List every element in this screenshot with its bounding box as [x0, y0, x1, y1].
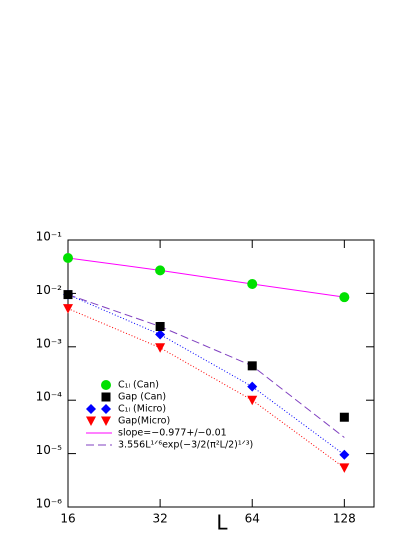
legend-marker: [101, 416, 111, 426]
x-tick-label: 128: [333, 512, 356, 526]
y-tick-label: 10⁻³: [36, 336, 63, 350]
data-point: [63, 290, 73, 300]
data-point: [247, 395, 258, 406]
data-point: [247, 381, 258, 392]
series-line: [67, 294, 345, 438]
x-axis-label: L: [216, 511, 228, 535]
data-point: [339, 412, 349, 422]
legend-label: C₁ₗ (Can): [118, 380, 159, 391]
y-tick-label: 10⁻⁶: [36, 497, 63, 511]
x-tick-label: 32: [152, 512, 167, 526]
legend-marker: [101, 392, 111, 402]
data-point: [339, 463, 350, 473]
series-line: [67, 308, 345, 469]
data-point: [247, 361, 257, 371]
legend-label: 3.556L¹ᐟ⁶exp(−3/2(π²L/2)¹ᐟ³): [118, 440, 253, 451]
y-tick-label: 10⁻⁵: [36, 443, 63, 457]
legend-marker: [86, 416, 96, 426]
y-tick-label: 10⁻²: [36, 283, 63, 297]
plot-frame: [67, 239, 375, 508]
data-point: [339, 449, 350, 460]
legend-label: slope=−0.977+/−0.01: [118, 428, 227, 439]
data-point: [155, 343, 166, 353]
legend-marker: [86, 404, 96, 414]
data-point: [247, 278, 258, 289]
legend-label: Gap(Micro): [118, 416, 170, 427]
data-point: [155, 265, 166, 276]
y-tick-label: 10⁻⁴: [36, 390, 63, 404]
series-line: [67, 257, 345, 298]
data-point: [63, 253, 73, 264]
legend-marker: [101, 380, 111, 390]
data-point: [339, 292, 350, 303]
legend-label: Gap (Can): [118, 392, 166, 403]
data-point: [155, 321, 165, 331]
x-tick-label: 16: [60, 512, 75, 526]
legend-label: C₁ₗ (Micro): [118, 404, 166, 415]
legend-marker: [101, 404, 111, 414]
x-tick-label: 64: [245, 512, 260, 526]
data-point: [155, 329, 166, 340]
series-line: [67, 294, 345, 456]
y-tick-label: 10⁻¹: [36, 230, 63, 244]
data-point: [63, 304, 73, 314]
